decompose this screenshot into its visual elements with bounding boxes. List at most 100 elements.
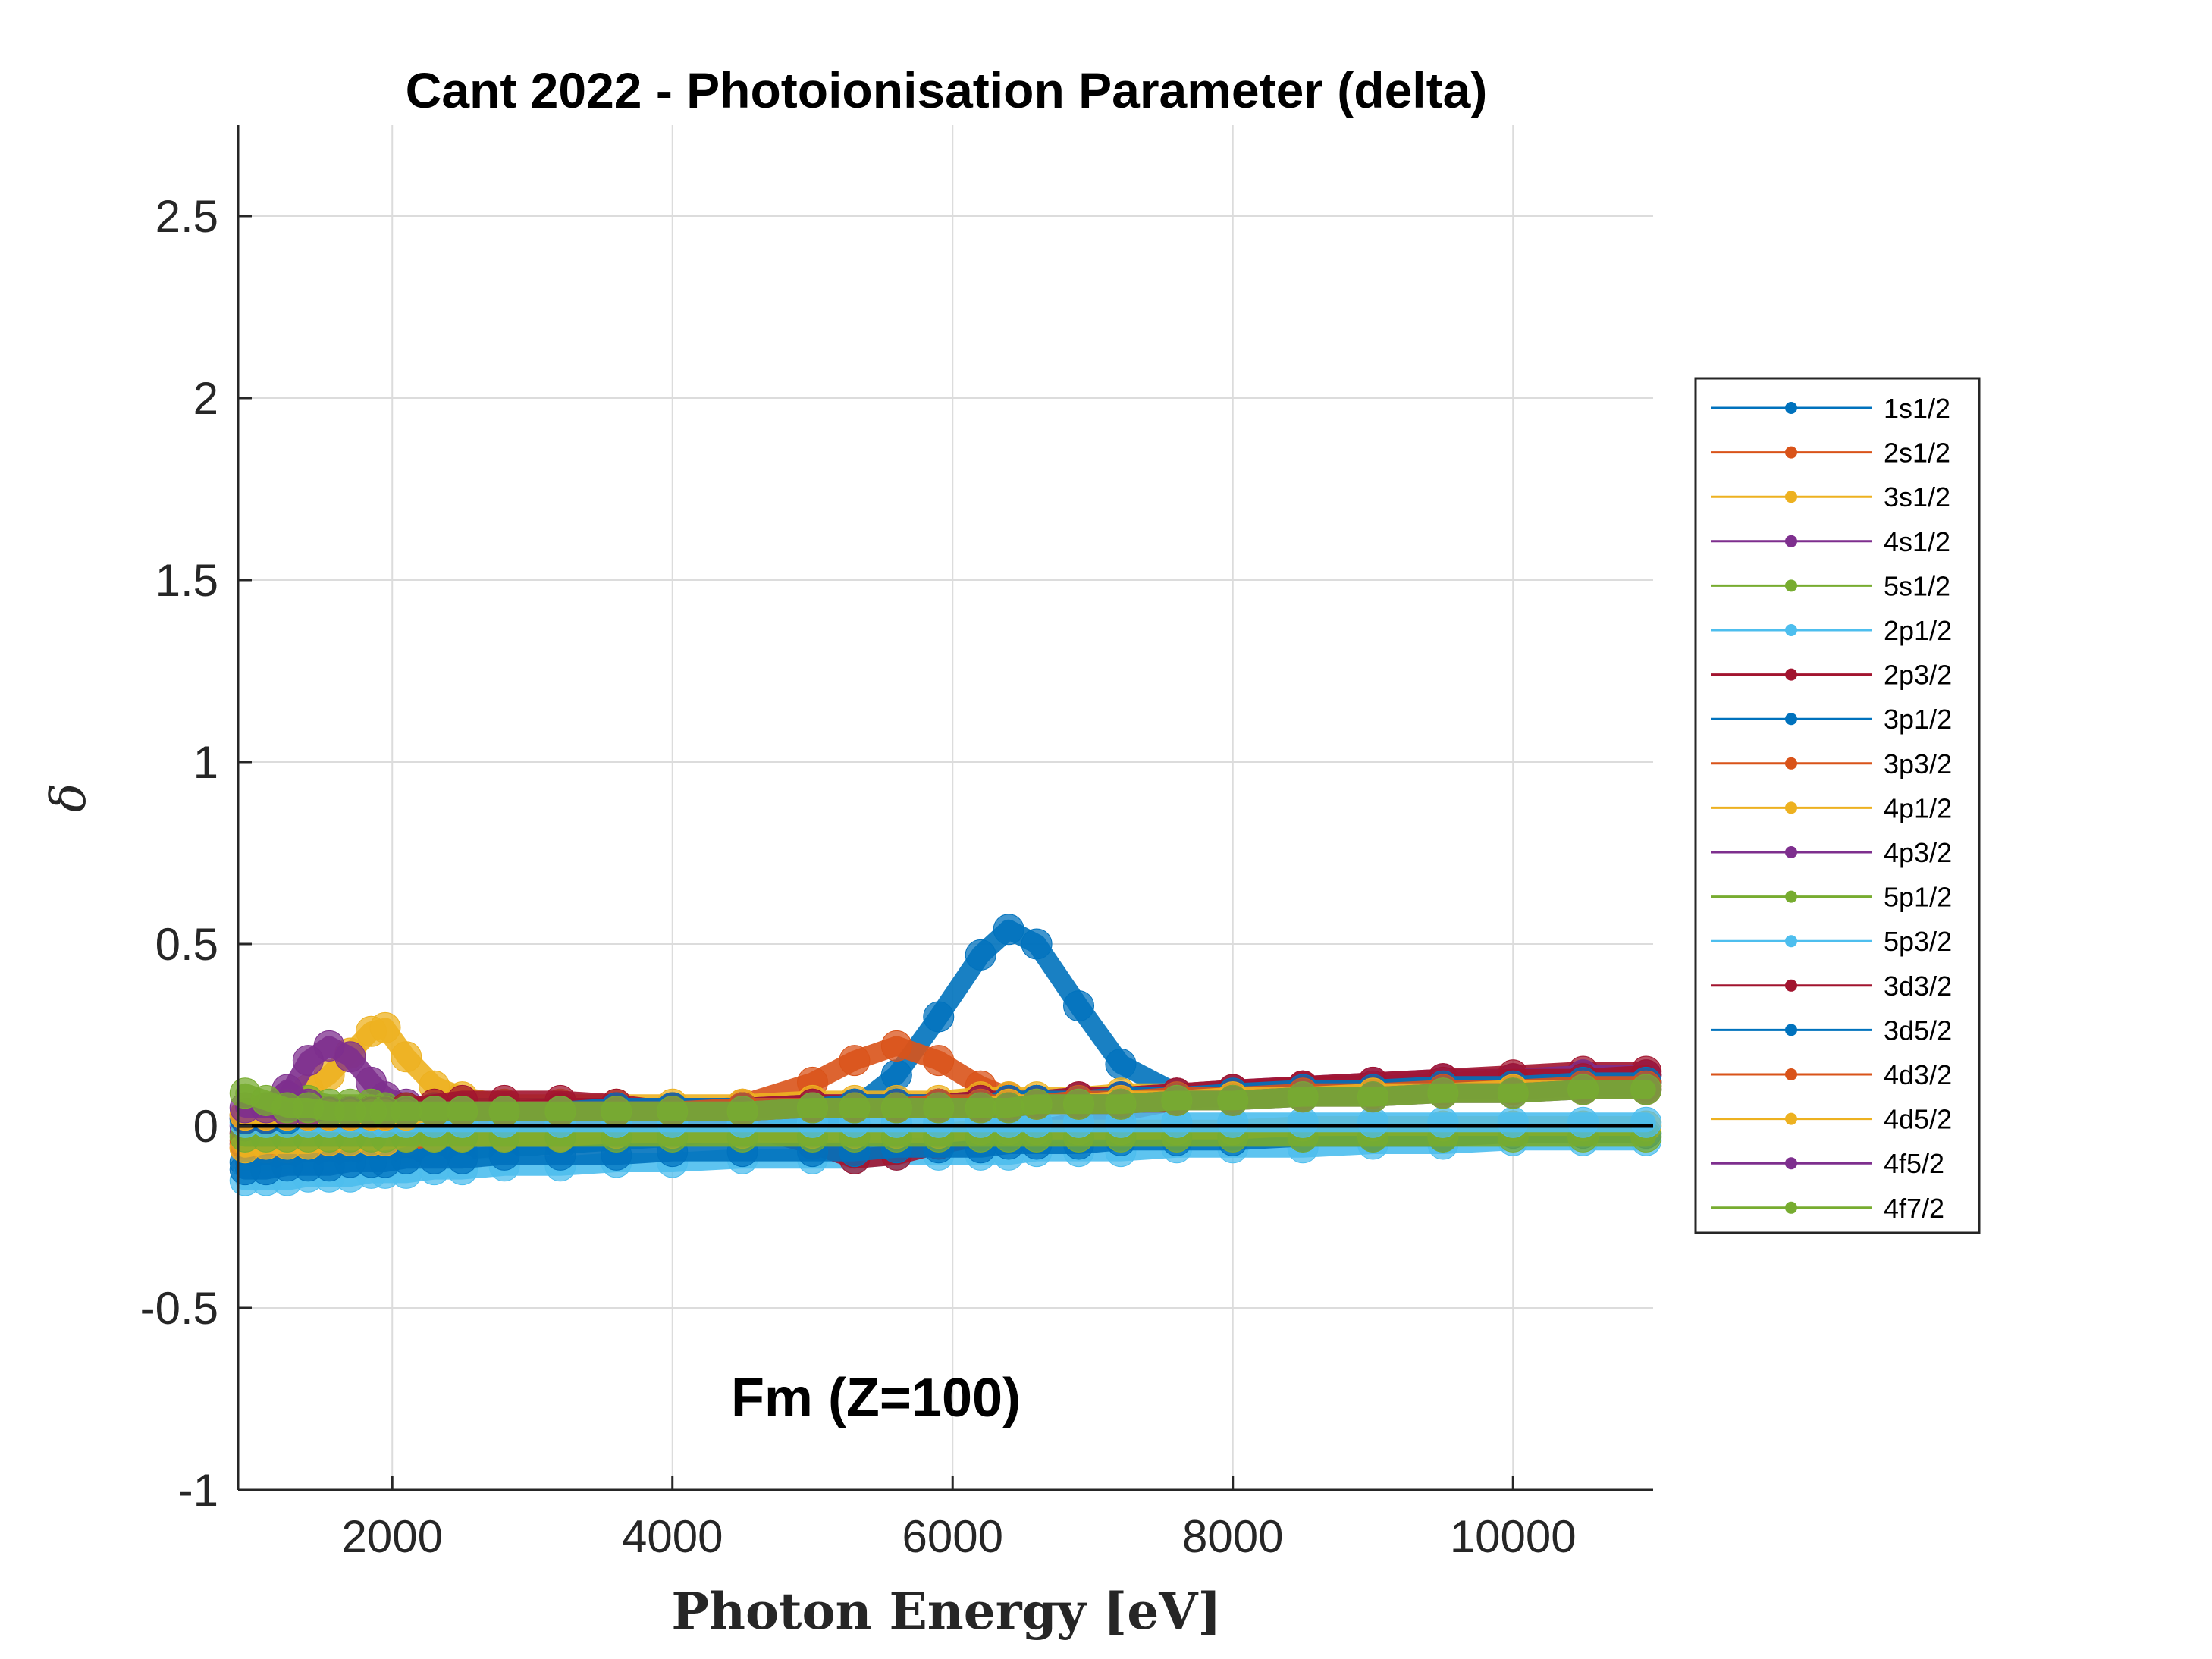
- legend-swatch-marker: [1785, 668, 1797, 681]
- y-tick-label-0: -1: [178, 1465, 218, 1516]
- data-point: [993, 1092, 1024, 1124]
- data-point: [601, 1096, 632, 1127]
- data-point: [1161, 1084, 1193, 1116]
- legend-box: [1694, 377, 1981, 1234]
- legend-label: 4p1/2: [1884, 792, 1952, 823]
- legend-swatch-marker: [1785, 535, 1797, 547]
- legend-swatch-marker: [1785, 446, 1797, 459]
- legend-item-5p1/2: 5p1/2: [1711, 882, 1952, 913]
- data-point: [1063, 1088, 1095, 1120]
- element-annotation: Fm (Z=100): [731, 1368, 1021, 1428]
- data-point: [796, 1092, 828, 1124]
- data-point: [1287, 1081, 1319, 1113]
- y-tick-labels: -1 -0.5 0 0.5 1 1.5 2 2.5: [140, 191, 218, 1516]
- legend-label: 3s1/2: [1884, 481, 1950, 513]
- legend-label: 4s1/2: [1884, 526, 1950, 557]
- legend-item-1s1/2: 1s1/2: [1711, 393, 1950, 424]
- x-tick-label-3: 8000: [1182, 1511, 1283, 1562]
- legend-swatch-marker: [1785, 757, 1797, 770]
- data-point: [726, 1096, 758, 1127]
- legend-item-4p3/2: 4p3/2: [1711, 837, 1952, 868]
- chart-title: Cant 2022 - Photoionisation Parameter (d…: [406, 62, 1488, 118]
- legend-item-3s1/2: 3s1/2: [1711, 481, 1950, 513]
- legend-item-3p1/2: 3p1/2: [1711, 704, 1952, 735]
- data-point: [880, 1092, 912, 1124]
- data-point: [1105, 1048, 1137, 1080]
- legend-item-3p3/2: 3p3/2: [1711, 748, 1952, 779]
- data-point: [1021, 928, 1053, 960]
- data-point: [1630, 1074, 1662, 1105]
- legend-swatch-marker: [1785, 935, 1797, 948]
- legend-label: 5s1/2: [1884, 570, 1950, 601]
- x-tick-label-4: 10000: [1450, 1511, 1577, 1562]
- legend-label: 1s1/2: [1884, 393, 1950, 424]
- data-point: [1630, 1106, 1662, 1138]
- data-point: [1427, 1106, 1459, 1138]
- legend-swatch-marker: [1785, 579, 1797, 592]
- legend-swatch-marker: [1785, 713, 1797, 726]
- legend-swatch-marker: [1785, 491, 1797, 503]
- legend-item-4s1/2: 4s1/2: [1711, 526, 1950, 557]
- data-point: [447, 1096, 478, 1127]
- y-tick-label-3: 0.5: [155, 919, 218, 970]
- legend-swatch-marker: [1785, 1157, 1797, 1170]
- legend-swatch-marker: [1785, 1024, 1797, 1036]
- data-point: [965, 1092, 996, 1124]
- data-point: [993, 914, 1024, 946]
- axes: [237, 125, 1653, 1491]
- legend-label: 5p1/2: [1884, 882, 1952, 913]
- legend-swatch-marker: [1785, 890, 1797, 903]
- legend-item-4p1/2: 4p1/2: [1711, 792, 1952, 823]
- data-point: [419, 1096, 450, 1127]
- data-point: [1105, 1088, 1137, 1120]
- legend-item-2s1/2: 2s1/2: [1711, 437, 1950, 469]
- legend-swatch-marker: [1785, 624, 1797, 636]
- legend-label: 4d5/2: [1884, 1104, 1952, 1135]
- data-point: [965, 939, 996, 971]
- legend-swatch-marker: [1785, 846, 1797, 858]
- legend-label: 4d3/2: [1884, 1059, 1952, 1090]
- legend-label: 4f7/2: [1884, 1193, 1944, 1224]
- data-point: [488, 1096, 520, 1127]
- legend-swatch-marker: [1785, 979, 1797, 992]
- legend-item-3d5/2: 3d5/2: [1711, 1015, 1952, 1046]
- legend-swatch-marker: [1785, 1068, 1797, 1080]
- legend: 1s1/2 2s1/2 3s1/2 4s1/2 5s1/2 2p1/2 2p3/2 3p1/2…: [1694, 377, 1981, 1234]
- y-tick-label-4: 1: [193, 737, 218, 788]
- legend-item-2p3/2: 2p3/2: [1711, 660, 1952, 691]
- x-tick-label-0: 2000: [341, 1511, 442, 1562]
- legend-label: 3p1/2: [1884, 704, 1952, 735]
- data-point: [1567, 1106, 1599, 1138]
- y-tick-label-1: -0.5: [140, 1283, 218, 1334]
- y-axis-label: δ: [41, 783, 97, 813]
- data-point: [391, 1096, 422, 1127]
- data-point: [1357, 1081, 1388, 1113]
- data-point: [839, 1092, 871, 1124]
- data-point: [657, 1096, 689, 1127]
- legend-item-5s1/2: 5s1/2: [1711, 570, 1950, 601]
- data-point: [880, 1030, 912, 1062]
- legend-swatch-marker: [1785, 801, 1797, 814]
- data-point: [839, 1045, 871, 1077]
- x-tick-label-2: 6000: [902, 1511, 1002, 1562]
- legend-label: 3d5/2: [1884, 1015, 1952, 1046]
- legend-label: 2s1/2: [1884, 437, 1950, 469]
- data-point: [1063, 990, 1095, 1022]
- legend-swatch-marker: [1785, 1201, 1797, 1214]
- legend-label: 3d3/2: [1884, 971, 1952, 1002]
- legend-label: 4p3/2: [1884, 837, 1952, 868]
- legend-swatch-marker: [1785, 1112, 1797, 1125]
- legend-swatch-marker: [1785, 402, 1797, 414]
- legend-item-4f7/2: 4f7/2: [1711, 1193, 1944, 1224]
- data-point: [544, 1096, 576, 1127]
- y-tick-label-2: 0: [193, 1101, 218, 1152]
- data-point: [923, 1001, 955, 1033]
- data-point: [1217, 1084, 1249, 1116]
- legend-item-5p3/2: 5p3/2: [1711, 926, 1952, 957]
- x-tick-label-1: 4000: [622, 1511, 723, 1562]
- x-axis-label: Photon Energy [eV]: [671, 1582, 1221, 1641]
- legend-item-4d3/2: 4d3/2: [1711, 1059, 1952, 1090]
- data-point: [923, 1092, 955, 1124]
- data-point: [1427, 1077, 1459, 1109]
